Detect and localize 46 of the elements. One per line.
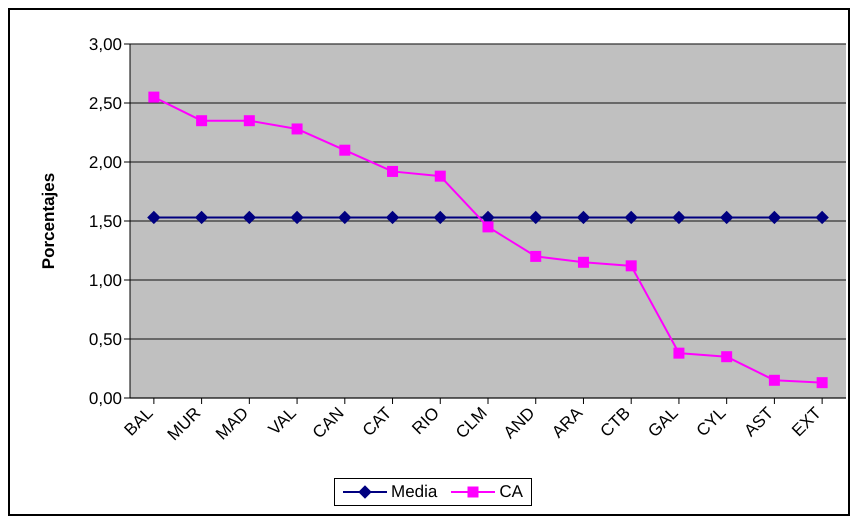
point — [673, 348, 684, 359]
point — [339, 144, 350, 156]
x-tick-label: CTB — [596, 403, 634, 441]
point — [244, 115, 255, 126]
point — [434, 170, 446, 182]
point — [242, 210, 256, 224]
point — [196, 115, 208, 126]
point — [576, 210, 590, 224]
y-tick-label: 1,50 — [88, 212, 122, 232]
point — [768, 210, 781, 224]
point — [720, 210, 734, 224]
x-tick-label: BAL — [120, 403, 157, 440]
legend-label: Media — [391, 482, 438, 502]
y-tick-label: 3,00 — [88, 35, 122, 54]
point — [578, 256, 589, 268]
point — [530, 250, 542, 262]
y-tick-label: 0,50 — [88, 330, 122, 350]
y-tick-label: 1,00 — [88, 271, 122, 290]
point — [482, 221, 494, 232]
legend-label: CA — [499, 482, 523, 502]
x-tick-label: CAT — [358, 403, 396, 440]
y-tick-label: 2,50 — [88, 94, 122, 114]
point — [816, 210, 829, 224]
point — [768, 374, 780, 386]
point — [816, 377, 828, 388]
x-tick-label: GAL — [644, 403, 682, 441]
point — [338, 210, 352, 224]
point — [626, 260, 637, 272]
point — [672, 210, 686, 224]
point — [721, 351, 732, 362]
point — [147, 210, 160, 224]
point — [387, 166, 398, 177]
point — [386, 210, 400, 224]
x-tick-label: RIO — [408, 403, 444, 438]
x-tick-label: VAL — [264, 403, 300, 439]
point — [529, 210, 542, 224]
point — [290, 210, 304, 224]
point — [434, 210, 447, 224]
point — [292, 123, 303, 134]
x-tick-label: CYL — [692, 403, 730, 440]
point — [624, 210, 638, 224]
point — [148, 92, 160, 103]
y-tick-label: 0,00 — [88, 389, 122, 408]
point — [195, 210, 208, 224]
y-axis-title: Porcentajes — [39, 172, 58, 270]
y-tick-label: 2,00 — [88, 153, 122, 172]
